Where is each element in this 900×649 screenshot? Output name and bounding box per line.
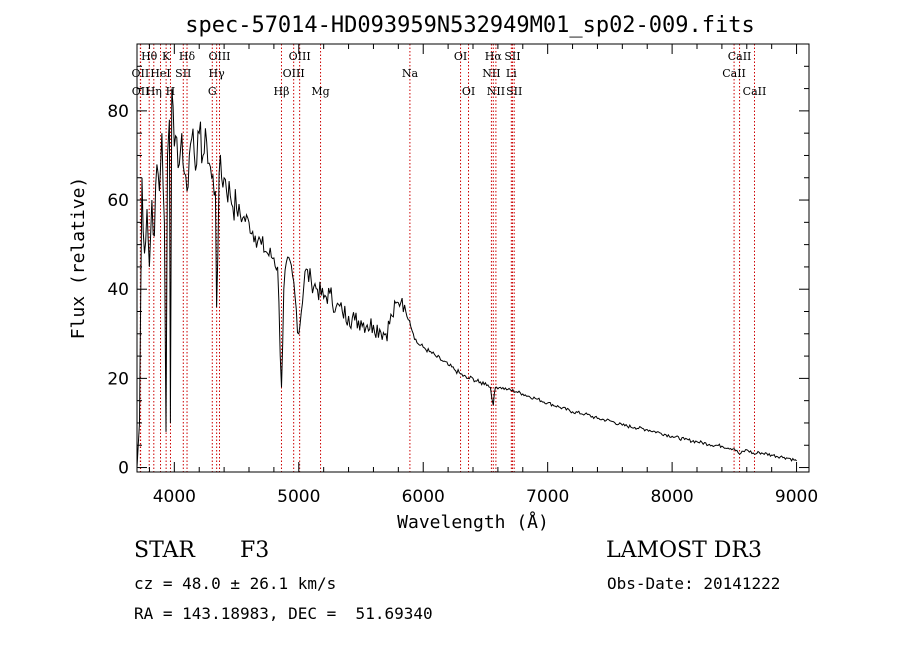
- line-label: CaII: [728, 50, 752, 63]
- line-label: HeI: [150, 67, 170, 80]
- x-tick-label: 5000: [277, 487, 320, 507]
- line-label: Mg: [311, 85, 329, 98]
- line-label: H: [166, 85, 176, 98]
- survey-name: LAMOST DR3: [606, 538, 762, 563]
- line-label: Hα: [485, 50, 503, 63]
- redshift-velocity: cz = 48.0 ± 26.1 km/s: [134, 574, 337, 593]
- line-label: Na: [402, 67, 419, 80]
- observation-date: Obs-Date: 20141222: [607, 574, 781, 593]
- plot-frame: [136, 43, 810, 473]
- x-axis-ticks: 4000 5000 6000 7000 8000 9000: [148, 44, 818, 507]
- y-axis-label: Flux (relative): [68, 177, 89, 340]
- line-label: Hγ: [209, 67, 226, 80]
- line-label: SII: [175, 67, 191, 80]
- line-label: K: [162, 50, 171, 63]
- ra-dec-coordinates: RA = 143.18983, DEC = 51.69340: [134, 604, 433, 623]
- x-tick-label: 9000: [775, 487, 818, 507]
- line-label: Hθ: [141, 50, 158, 63]
- line-label: OI: [462, 85, 475, 98]
- y-axis-ticks: 0 20 40 60 80: [107, 65, 809, 479]
- line-label: CaII: [743, 85, 767, 98]
- line-label: OIII: [283, 67, 305, 80]
- object-type: STAR: [134, 538, 195, 563]
- emission-line-markers: [139, 44, 755, 472]
- chart-title: spec-57014-HD093959N532949M01_sp02-009.f…: [185, 13, 755, 38]
- line-label: OII: [132, 85, 150, 98]
- x-axis-label: Wavelength (Å): [397, 511, 549, 533]
- spectral-subclass: F3: [240, 538, 270, 563]
- line-label: OII: [132, 67, 150, 80]
- x-tick-label: 6000: [402, 487, 445, 507]
- line-label: Hβ: [274, 85, 290, 98]
- line-label: Hη: [146, 85, 162, 98]
- line-label: OIII: [208, 50, 230, 63]
- y-tick-label: 60: [107, 191, 129, 211]
- line-label: SII: [504, 50, 520, 63]
- line-label: CaII: [722, 67, 746, 80]
- line-label: G: [208, 85, 217, 98]
- line-label: SII: [506, 85, 522, 98]
- x-tick-label: 7000: [526, 487, 569, 507]
- y-tick-label: 40: [107, 280, 129, 300]
- line-label: NII: [487, 85, 505, 98]
- line-label: Hδ: [179, 50, 196, 63]
- line-label: OI: [454, 50, 467, 63]
- y-tick-label: 20: [107, 369, 129, 389]
- line-label: OIII: [289, 50, 311, 63]
- line-label: Li: [506, 67, 517, 80]
- y-tick-label: 0: [118, 459, 129, 479]
- y-tick-label: 80: [107, 102, 129, 122]
- line-label: NII: [482, 67, 500, 80]
- x-tick-label: 4000: [153, 487, 196, 507]
- spectrum-line: [136, 88, 797, 468]
- x-tick-label: 8000: [650, 487, 693, 507]
